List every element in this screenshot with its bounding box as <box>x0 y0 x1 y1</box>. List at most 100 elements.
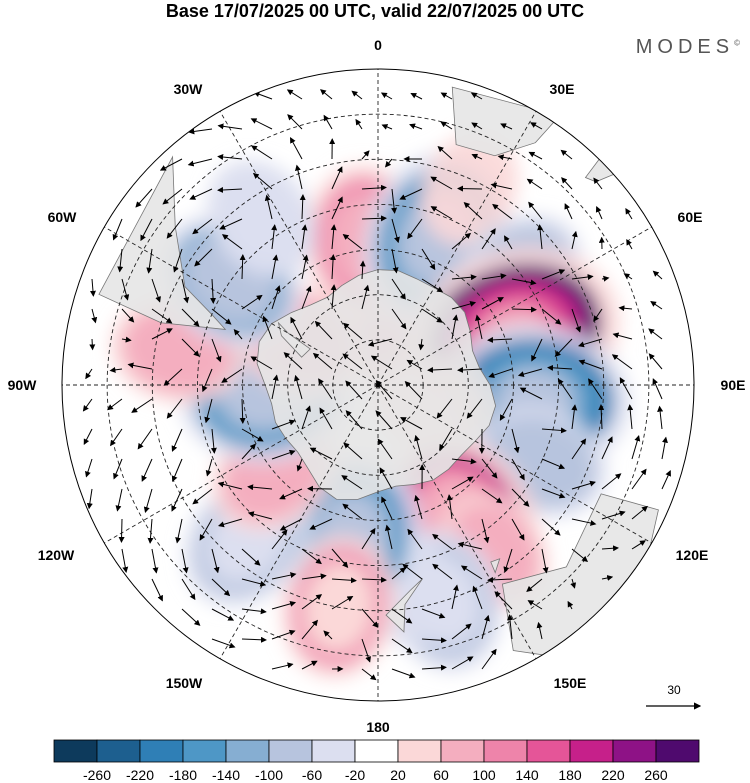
wind-arrow <box>331 166 343 190</box>
wind-arrow <box>241 428 264 442</box>
wind-arrow <box>115 488 123 512</box>
wind-arrow <box>241 443 256 460</box>
wind-arrow <box>205 458 213 477</box>
wind-arrow <box>571 480 596 490</box>
colorbar-swatch <box>96 739 141 763</box>
wind-arrow <box>271 254 279 280</box>
wind-arrow <box>440 121 453 130</box>
wind-arrow <box>391 638 413 654</box>
wind-arrow <box>301 594 323 610</box>
wind-arrow <box>470 92 483 100</box>
wind-arrow <box>652 270 663 280</box>
wind-arrow <box>112 218 123 241</box>
wind-arrow <box>541 548 549 574</box>
wind-arrow <box>475 314 483 340</box>
wind-arrow <box>345 410 363 430</box>
wind-arrow <box>504 235 513 250</box>
lon-label-30w: 30W <box>174 81 204 97</box>
wind-arrow <box>319 407 333 430</box>
wind-arrow <box>91 308 98 324</box>
wind-arrow <box>380 92 393 100</box>
wind-arrow <box>626 238 633 250</box>
wind-arrow <box>361 184 387 191</box>
wind-arrow <box>381 124 393 130</box>
wind-arrow <box>250 356 273 370</box>
wind-arrow <box>211 548 220 574</box>
wind-arrow <box>451 458 477 465</box>
colorbar-swatch <box>139 739 184 763</box>
wind-arrow <box>598 404 605 430</box>
colorbar-swatch <box>655 739 700 763</box>
wind-arrow <box>526 578 543 592</box>
wind-arrow <box>286 89 303 100</box>
wind-arrow <box>528 151 543 160</box>
graticule <box>62 69 694 701</box>
wind-arrow <box>481 488 503 504</box>
colorbar-swatch <box>569 739 614 763</box>
wind-arrow <box>151 548 159 574</box>
colorbar-swatch <box>526 739 571 763</box>
wind-arrow <box>211 308 232 325</box>
wind-arrow <box>399 188 423 200</box>
wind-arrow <box>271 662 294 670</box>
wind-arrow <box>192 218 213 235</box>
wind-arrow <box>181 308 200 327</box>
wind-arrow <box>217 481 243 490</box>
colorbar-label: -140 <box>212 767 240 783</box>
wind-arrow <box>342 322 363 340</box>
wind-arrow <box>279 518 303 531</box>
wind-arrow <box>283 352 303 370</box>
wind-arrow <box>189 188 213 200</box>
wind-arrow <box>560 149 573 160</box>
wind-arrow <box>391 308 407 330</box>
wind-arrow <box>331 548 349 569</box>
wind-arrow <box>341 475 363 490</box>
wind-arrow <box>320 89 333 100</box>
colorbar-label: -220 <box>126 767 154 783</box>
wind-arrow <box>578 338 603 348</box>
wind-arrow <box>650 301 663 310</box>
vector-reference: 30 <box>646 683 702 710</box>
wind-arrow <box>241 636 267 643</box>
wind-arrow <box>140 218 153 242</box>
colorbar-swatch <box>311 739 356 763</box>
wind-arrow <box>309 447 333 460</box>
wind-arrow <box>107 398 123 411</box>
wind-arrow <box>211 578 231 597</box>
wind-arrow <box>219 218 243 230</box>
wind-arrow <box>481 458 498 479</box>
wind-arrow <box>218 518 243 528</box>
map-title: Base 17/07/2025 00 UTC, valid 22/07/2025… <box>165 1 585 21</box>
colorbar-label: -260 <box>83 767 111 783</box>
wind-arrow <box>379 467 393 490</box>
wind-arrow <box>661 436 668 460</box>
wind-arrow <box>517 368 543 378</box>
wind-arrow <box>427 366 453 373</box>
wind-arrow <box>494 591 513 610</box>
wind-arrow <box>471 153 483 160</box>
wind-arrow <box>652 378 663 400</box>
wind-arrow <box>377 438 393 460</box>
wind-arrow <box>618 305 633 312</box>
wind-arrow <box>89 278 96 297</box>
colorbar-label: 260 <box>644 767 668 783</box>
wind-arrow <box>264 194 273 220</box>
wind-arrow <box>381 496 393 520</box>
wind-arrow <box>188 128 213 135</box>
wind-arrow <box>421 608 446 619</box>
wind-arrow <box>593 177 603 190</box>
wind-arrow <box>627 404 634 430</box>
wind-arrow <box>271 224 278 250</box>
wind-arrow <box>460 565 483 580</box>
wind-arrow <box>511 458 525 481</box>
wind-arrow <box>410 92 423 100</box>
wind-arrow <box>446 494 453 520</box>
colorbar-label: -100 <box>255 767 283 783</box>
wind-arrow <box>301 573 327 580</box>
wind-arrow <box>601 575 614 581</box>
wind-arrow <box>171 458 183 483</box>
wind-arrow <box>181 278 190 304</box>
colorbar-swatch <box>483 739 528 763</box>
wind-arrow <box>487 576 513 583</box>
